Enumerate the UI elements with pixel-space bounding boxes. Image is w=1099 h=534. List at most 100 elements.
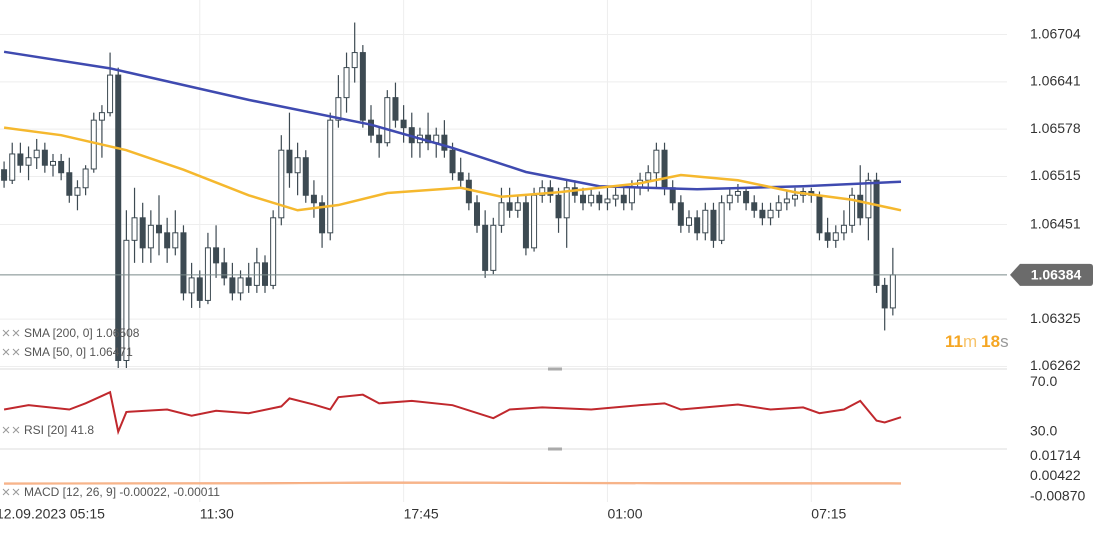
legend: SMA [200, 0] 1.06508 SMA [50, 0] 1.06471… xyxy=(2,326,220,499)
candle-body xyxy=(25,157,32,166)
candle-body xyxy=(188,277,195,294)
candle-body xyxy=(694,217,701,234)
candle-body xyxy=(286,149,293,174)
x-tick-label: 07:15 xyxy=(811,506,846,522)
candle-body xyxy=(204,247,211,301)
indicator-line xyxy=(3,50,902,191)
candle-body xyxy=(66,172,73,196)
candle-body xyxy=(278,149,285,219)
y-tick-label: 0.00422 xyxy=(1030,467,1081,483)
candle-body xyxy=(653,149,660,174)
candle-body xyxy=(506,202,513,211)
candle-body xyxy=(792,194,798,200)
candle-body xyxy=(677,202,684,226)
y-tick-label: -0.00870 xyxy=(1030,488,1085,504)
candle-body xyxy=(840,224,847,234)
legend-icon[interactable] xyxy=(2,348,20,356)
legend-rsi: RSI [20] 41.8 xyxy=(24,423,94,437)
candle-body xyxy=(465,179,472,204)
candle-body xyxy=(392,97,399,121)
legend-icon[interactable] xyxy=(2,329,20,337)
y-tick-label: 70.0 xyxy=(1030,373,1057,389)
current-price-label: 1.06384 xyxy=(1031,267,1082,283)
candle-body xyxy=(351,52,358,69)
legend-icon[interactable] xyxy=(2,426,20,434)
candle-body xyxy=(702,209,709,234)
x-tick-label: 01:00 xyxy=(607,506,642,522)
candle-body xyxy=(1,169,8,181)
rsi-pane xyxy=(3,390,902,436)
candle-body xyxy=(474,202,480,226)
candle-body xyxy=(343,67,350,99)
legend-icon[interactable] xyxy=(2,488,20,496)
candle-body xyxy=(368,119,374,136)
candle-body xyxy=(262,262,268,286)
candle-body xyxy=(58,160,65,174)
legend-sma200: SMA [200, 0] 1.06508 xyxy=(24,326,140,340)
candle-body xyxy=(710,209,717,241)
indicator-line xyxy=(4,481,902,485)
candle-body xyxy=(734,191,741,196)
candle-body xyxy=(522,202,529,249)
candle-body xyxy=(17,153,24,166)
candle-body xyxy=(115,74,122,361)
candle-body xyxy=(74,187,81,196)
y-tick-label: 0.01714 xyxy=(1030,447,1081,463)
timer-seconds-unit: s xyxy=(1000,332,1009,351)
candle-body xyxy=(767,209,774,219)
candle-body xyxy=(889,274,896,309)
candle-body xyxy=(327,119,334,234)
candle-body xyxy=(686,217,692,226)
candle-body xyxy=(229,277,236,294)
y-tick-label: 1.06451 xyxy=(1030,215,1081,231)
x-tick-label: 17:45 xyxy=(404,506,439,522)
y-tick-label: 1.06515 xyxy=(1030,167,1081,183)
price-badge xyxy=(1010,263,1093,286)
candle-body xyxy=(751,202,758,211)
y-tick-label: 1.06578 xyxy=(1030,120,1081,136)
candle-body xyxy=(832,232,839,241)
candle-body xyxy=(384,97,391,144)
timer-minutes-unit: m xyxy=(963,332,977,351)
candle-body xyxy=(620,194,627,204)
candle-body xyxy=(335,97,342,121)
candle-body xyxy=(482,224,489,271)
candle-body xyxy=(628,187,635,204)
candle-body xyxy=(359,52,366,121)
timer-seconds: 18 xyxy=(981,332,1000,351)
candle-body xyxy=(245,277,252,286)
candle-body xyxy=(661,149,668,189)
candle-body xyxy=(302,157,309,196)
candle-body xyxy=(881,284,888,309)
candle-body xyxy=(718,202,725,241)
candle-body xyxy=(310,194,317,204)
candle-body xyxy=(82,168,89,189)
candle-body xyxy=(824,232,831,241)
candle-body xyxy=(857,194,864,219)
candle-body xyxy=(123,239,130,361)
candle-body xyxy=(425,134,432,144)
candle-body xyxy=(816,194,823,234)
candle-body xyxy=(131,217,138,241)
candle-body xyxy=(873,179,880,286)
candle-body xyxy=(172,232,179,249)
candle-body xyxy=(645,172,652,181)
candle-body xyxy=(612,194,619,200)
y-tick-label: 1.06262 xyxy=(1030,357,1081,373)
candle-body xyxy=(457,172,464,181)
candle-body xyxy=(9,153,16,181)
candle-body xyxy=(759,209,766,219)
candle-body xyxy=(213,247,220,264)
candle-body xyxy=(107,74,114,114)
price-pane xyxy=(0,22,1007,368)
candle-body xyxy=(490,224,497,271)
candle-body xyxy=(514,202,521,211)
candle-body xyxy=(156,224,162,234)
candle-body xyxy=(270,217,277,286)
candle-body xyxy=(98,112,105,121)
y-tick-label: 1.06704 xyxy=(1030,25,1081,41)
candle-body xyxy=(441,134,448,151)
candle-body xyxy=(90,119,97,170)
candle-body xyxy=(253,262,260,286)
